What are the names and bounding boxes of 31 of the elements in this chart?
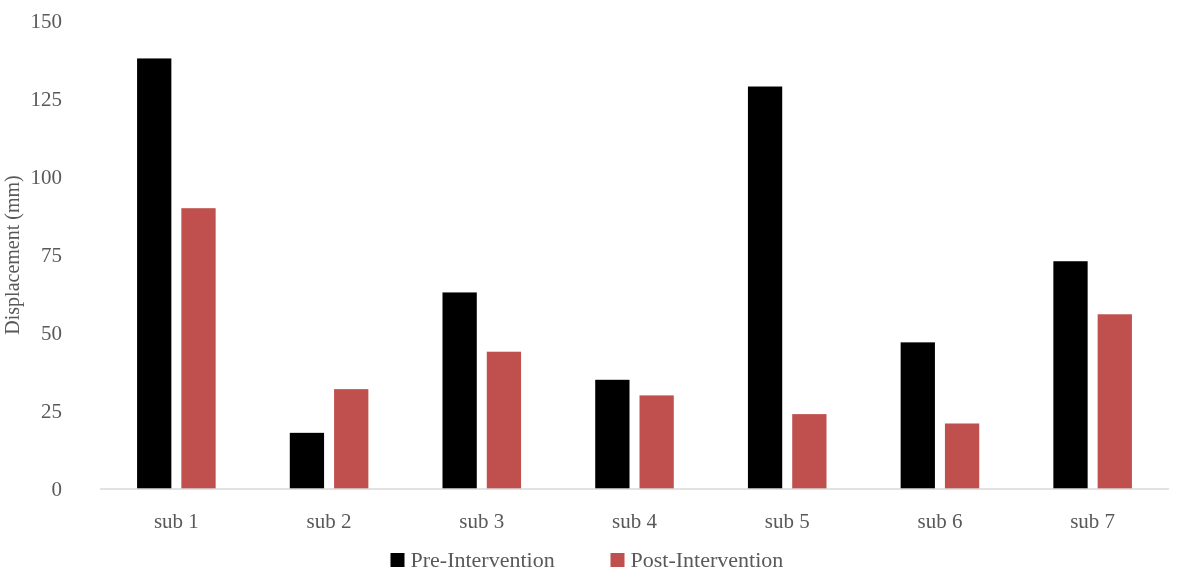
y-tick-label: 150 bbox=[30, 9, 62, 34]
x-tick-label: sub 6 bbox=[917, 509, 963, 533]
y-axis-title: Displacement (mm) bbox=[1, 175, 24, 335]
x-tick-label: sub 4 bbox=[612, 509, 658, 533]
y-tick-label: 75 bbox=[41, 243, 62, 268]
bar bbox=[900, 342, 935, 489]
bar bbox=[1053, 261, 1088, 489]
bar bbox=[334, 389, 369, 489]
x-tick-label: sub 3 bbox=[459, 509, 505, 533]
bar bbox=[747, 86, 783, 489]
y-tick-label: 125 bbox=[30, 87, 62, 112]
x-tick-label: sub 5 bbox=[764, 509, 810, 533]
legend-label: Post-Intervention bbox=[630, 547, 784, 572]
y-tick-label: 100 bbox=[30, 165, 62, 190]
bar bbox=[442, 292, 477, 489]
bar bbox=[595, 379, 630, 489]
bar bbox=[792, 414, 827, 489]
y-tick-label: 0 bbox=[51, 477, 62, 502]
bar bbox=[486, 351, 522, 489]
bar bbox=[944, 423, 980, 489]
x-tick-label: sub 7 bbox=[1070, 509, 1116, 533]
legend-label: Pre-Intervention bbox=[410, 547, 555, 572]
y-tick-label: 25 bbox=[41, 399, 62, 424]
x-tick-label: sub 1 bbox=[153, 509, 199, 533]
bar bbox=[1097, 314, 1132, 489]
bar bbox=[137, 58, 172, 489]
y-tick-label: 50 bbox=[41, 321, 62, 346]
x-tick-label: sub 2 bbox=[306, 509, 352, 533]
bar bbox=[181, 208, 216, 489]
bar bbox=[289, 432, 325, 489]
bar bbox=[639, 395, 674, 489]
